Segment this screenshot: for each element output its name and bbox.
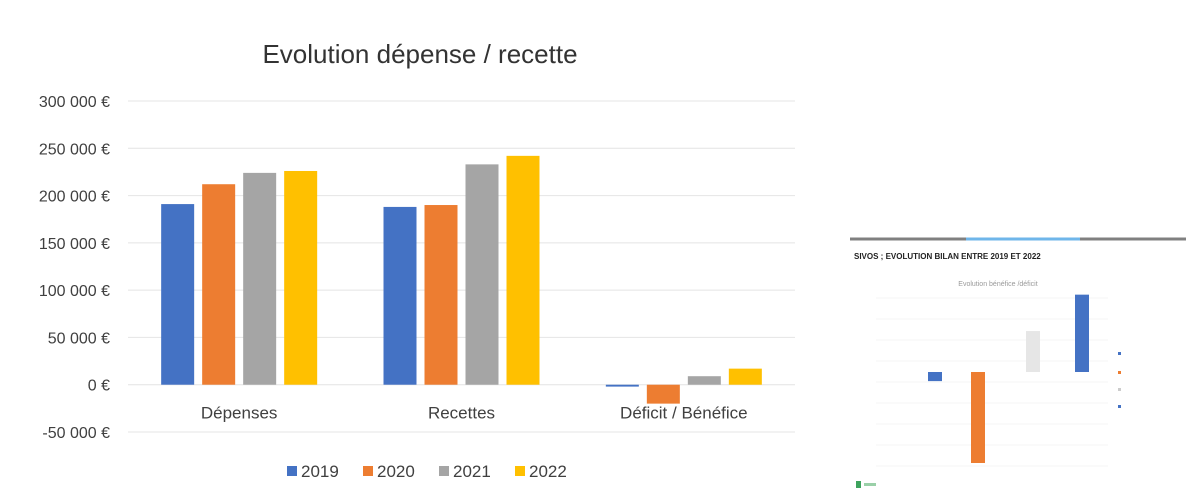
grid (128, 100, 795, 433)
y-tick-label: 300 000 € (39, 94, 110, 111)
category-label: Déficit / Bénéfice (620, 404, 748, 423)
chart-title: Evolution dépense / recette (262, 39, 577, 69)
bar-2019-1 (383, 206, 417, 385)
thumbnail-bar (971, 372, 985, 463)
bar-2022-2 (728, 368, 762, 385)
thumbnail-bar (928, 372, 942, 382)
legend-label: 2020 (377, 462, 415, 481)
bar-2022-0 (284, 170, 318, 385)
y-axis: 300 000 € 250 000 € 200 000 € 150 000 € 100 … (39, 94, 110, 442)
y-tick-label: 0 € (88, 378, 110, 395)
bar-2021-2 (687, 376, 721, 385)
y-tick-label: 250 000 € (39, 141, 110, 158)
bars (161, 155, 762, 404)
thumbnail-subtitle: Evolution bénéfice /déficit (958, 281, 1037, 288)
thumbnail-legend (1118, 352, 1121, 408)
bar-2019-0 (161, 204, 195, 385)
bar-2019-2 (605, 384, 639, 387)
thumbnail-title: SIVOS ; EVOLUTION BILAN ENTRE 2019 ET 20… (854, 252, 1041, 261)
legend: 2019 2020 2021 2022 (287, 462, 567, 481)
bar-2022-1 (506, 155, 540, 385)
legend-label: 2022 (529, 462, 567, 481)
thumbnail-grid (876, 297, 1108, 467)
x-axis: Dépenses Recettes Déficit / Bénéfice (201, 404, 748, 423)
bar-2020-0 (202, 184, 236, 385)
category-label: Dépenses (201, 404, 278, 423)
y-tick-label: -50 000 € (42, 425, 110, 442)
y-tick-label: 200 000 € (39, 189, 110, 206)
thumbnail-bar (1075, 294, 1089, 372)
legend-swatch (515, 466, 525, 476)
legend-swatch (287, 466, 297, 476)
legend-swatch (363, 466, 373, 476)
y-tick-label: 50 000 € (48, 330, 110, 347)
bar-2020-1 (424, 205, 458, 385)
y-tick-label: 100 000 € (39, 283, 110, 300)
category-label: Recettes (428, 404, 495, 423)
legend-label: 2019 (301, 462, 339, 481)
legend-label: 2021 (453, 462, 491, 481)
y-tick-label: 150 000 € (39, 236, 110, 253)
thumbnail-bars (928, 294, 1089, 463)
bar-2021-1 (465, 164, 499, 385)
main-chart: Evolution dépense / recette 300 000 € 250… (39, 39, 795, 481)
bar-2020-2 (646, 384, 680, 404)
excel-logo-icon (856, 481, 876, 488)
thumbnail-chart: SIVOS ; EVOLUTION BILAN ENTRE 2019 ET 20… (828, 0, 1186, 497)
legend-swatch (439, 466, 449, 476)
thumbnail-bar (1026, 331, 1040, 372)
bar-2021-0 (243, 172, 277, 385)
